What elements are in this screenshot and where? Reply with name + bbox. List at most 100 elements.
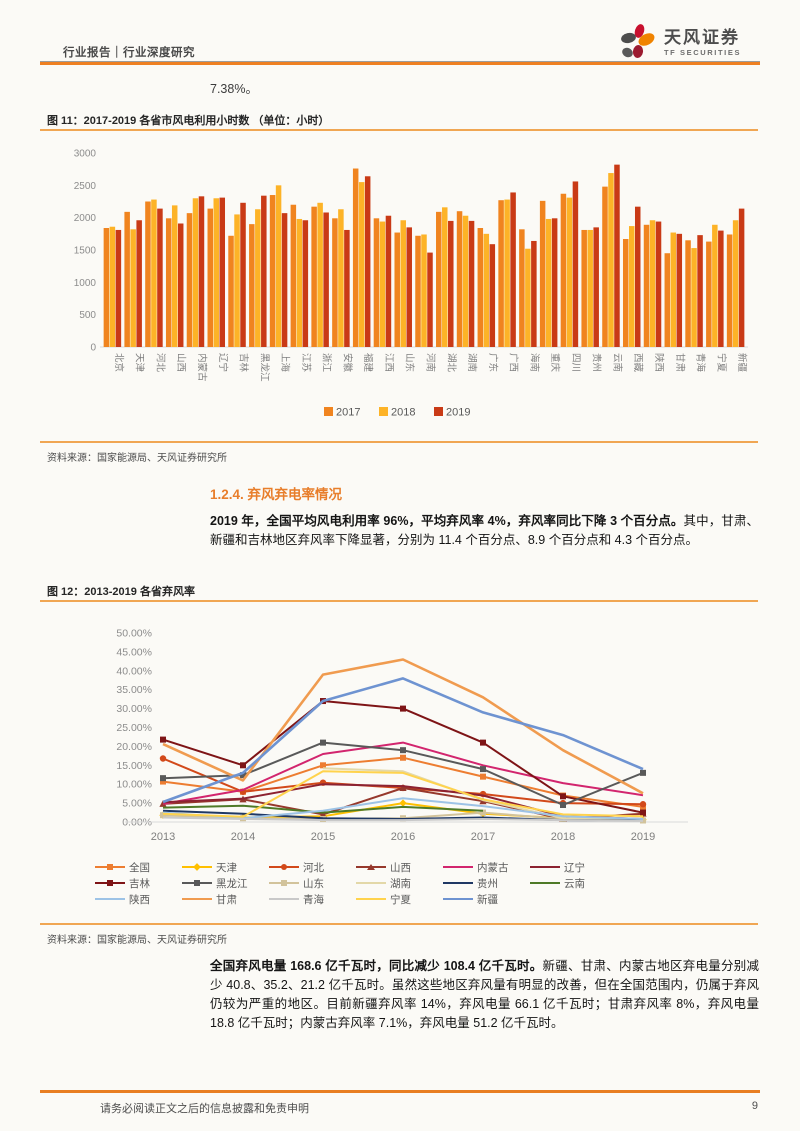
bar [115, 229, 122, 347]
bar [726, 234, 733, 347]
footer-disclaimer: 请务必阅读正文之后的信息披露和免责申明 [100, 1103, 309, 1115]
bar [545, 218, 552, 347]
legend-label: 河北 [303, 861, 324, 874]
brand-name-cn: 天风证券 [664, 28, 740, 48]
svg-text:重庆: 重庆 [549, 353, 561, 373]
bar [394, 232, 400, 347]
bar [572, 181, 579, 347]
svg-text:浙江: 浙江 [321, 353, 333, 373]
bar [151, 199, 157, 347]
bar [421, 234, 427, 347]
svg-text:山东: 山东 [404, 353, 416, 372]
bar [219, 197, 226, 347]
svg-text:青海: 青海 [695, 353, 707, 373]
bar [448, 220, 454, 347]
bar [655, 221, 662, 347]
legend-swatch-icon [443, 895, 473, 904]
svg-text:福建: 福建 [362, 353, 374, 373]
bar [468, 220, 475, 347]
svg-text:2016: 2016 [391, 831, 415, 843]
legend-item-吉林: 吉林 [95, 876, 182, 891]
bar [198, 196, 205, 347]
legend-item-青海: 青海 [269, 892, 356, 907]
legend-item-宁夏: 宁夏 [356, 892, 443, 907]
svg-text:宁夏: 宁夏 [715, 353, 727, 373]
svg-text:江苏: 江苏 [300, 353, 312, 373]
legend-swatch-icon [95, 895, 125, 904]
legend-item-贵州: 贵州 [443, 876, 530, 891]
svg-text:四川: 四川 [570, 353, 581, 372]
bar [186, 213, 193, 347]
svg-text:3000: 3000 [74, 149, 97, 160]
legend-label: 甘肃 [216, 893, 237, 906]
legend-item-新疆: 新疆 [443, 892, 530, 907]
legend-label: 宁夏 [390, 893, 411, 906]
figure11-source-rule [40, 441, 758, 443]
legend-label: 陕西 [129, 893, 150, 906]
svg-text:江西: 江西 [383, 353, 394, 372]
line-series-云南 [162, 804, 484, 814]
bar [332, 218, 338, 347]
svg-text:甘肃: 甘肃 [674, 353, 686, 372]
svg-text:新疆: 新疆 [736, 353, 748, 373]
bar [566, 197, 573, 347]
svg-text:西藏: 西藏 [632, 353, 644, 373]
legend-label: 吉林 [129, 877, 150, 890]
bar [664, 253, 671, 347]
page-number: 9 [751, 1100, 758, 1112]
svg-text:45.00%: 45.00% [116, 646, 152, 658]
bar [344, 229, 350, 347]
figure12-line-chart: 0.00% 5.00% 10.00% 15.00% 20.00% 25.00% 30.00%… [40, 608, 760, 853]
bar [157, 208, 163, 347]
legend-item-云南: 云南 [530, 876, 617, 891]
figure12-source-rule [40, 923, 758, 925]
legend-swatch-icon [95, 879, 125, 888]
figure12-caption-rule [40, 600, 758, 602]
section-heading: 1.2.4. 弃风弃电率情况 [210, 487, 343, 502]
bar [290, 204, 297, 347]
legend-item-甘肃: 甘肃 [182, 892, 269, 907]
figure11-source: 资料来源：国家能源局、天风证券研究所 [47, 453, 227, 464]
bar [732, 220, 739, 347]
line-chart-series [159, 658, 647, 824]
svg-text:5.00%: 5.00% [122, 798, 152, 810]
bar [483, 233, 490, 347]
legend-swatch-icon [356, 895, 386, 904]
legend-swatch-2019 [434, 407, 443, 416]
svg-text:内蒙古: 内蒙古 [196, 353, 208, 382]
figure12-source: 资料来源：国家能源局、天风证券研究所 [47, 935, 227, 946]
bar [296, 218, 303, 347]
bar [352, 168, 359, 347]
legend-item-内蒙古: 内蒙古 [443, 860, 530, 875]
analysis-paragraph: 全国弃风电量 168.6 亿千瓦时，同比减少 108.4 亿千瓦时。新疆、甘肃、… [210, 957, 759, 1033]
svg-text:湖南: 湖南 [466, 353, 478, 372]
line-chart-svg: 0.00%5.00%10.00%15.00%20.00%25.00%30.00%… [116, 628, 688, 843]
legend-swatch-icon [182, 895, 212, 904]
bar [676, 233, 683, 347]
svg-text:上海: 上海 [279, 353, 291, 373]
bar [338, 209, 344, 347]
section-paragraph-bold: 2019 年，全国平均风电利用率 96%，平均弃风率 4%，弃风率同比下降 3 … [210, 514, 684, 528]
svg-text:山西: 山西 [175, 353, 186, 372]
svg-text:北京: 北京 [113, 353, 125, 372]
legend-item-山西: 山西 [356, 860, 443, 875]
bar [234, 214, 240, 347]
bar [400, 220, 406, 347]
line-chart-y-axis: 0.00%5.00%10.00%15.00%20.00%25.00%30.00%… [116, 628, 152, 829]
legend-label: 新疆 [477, 893, 498, 906]
legend-swatch-2017 [324, 407, 333, 416]
bar [255, 209, 261, 347]
legend-label: 山西 [390, 861, 411, 874]
legend-swatch-icon [269, 895, 299, 904]
svg-text:天津: 天津 [134, 353, 145, 373]
bar [551, 218, 558, 347]
bar [593, 227, 599, 347]
bar [519, 229, 525, 347]
bar [249, 224, 255, 347]
bar [373, 218, 380, 347]
figure11-caption-rule [40, 129, 758, 131]
analysis-paragraph-bold: 全国弃风电量 168.6 亿千瓦时，同比减少 108.4 亿千瓦时。 [210, 959, 543, 973]
svg-text:黑龙江: 黑龙江 [258, 353, 270, 382]
svg-text:广西: 广西 [508, 353, 520, 372]
figure11-caption: 图 11：2017-2019 各省市风电利用小时数 （单位：小时） [47, 115, 330, 127]
